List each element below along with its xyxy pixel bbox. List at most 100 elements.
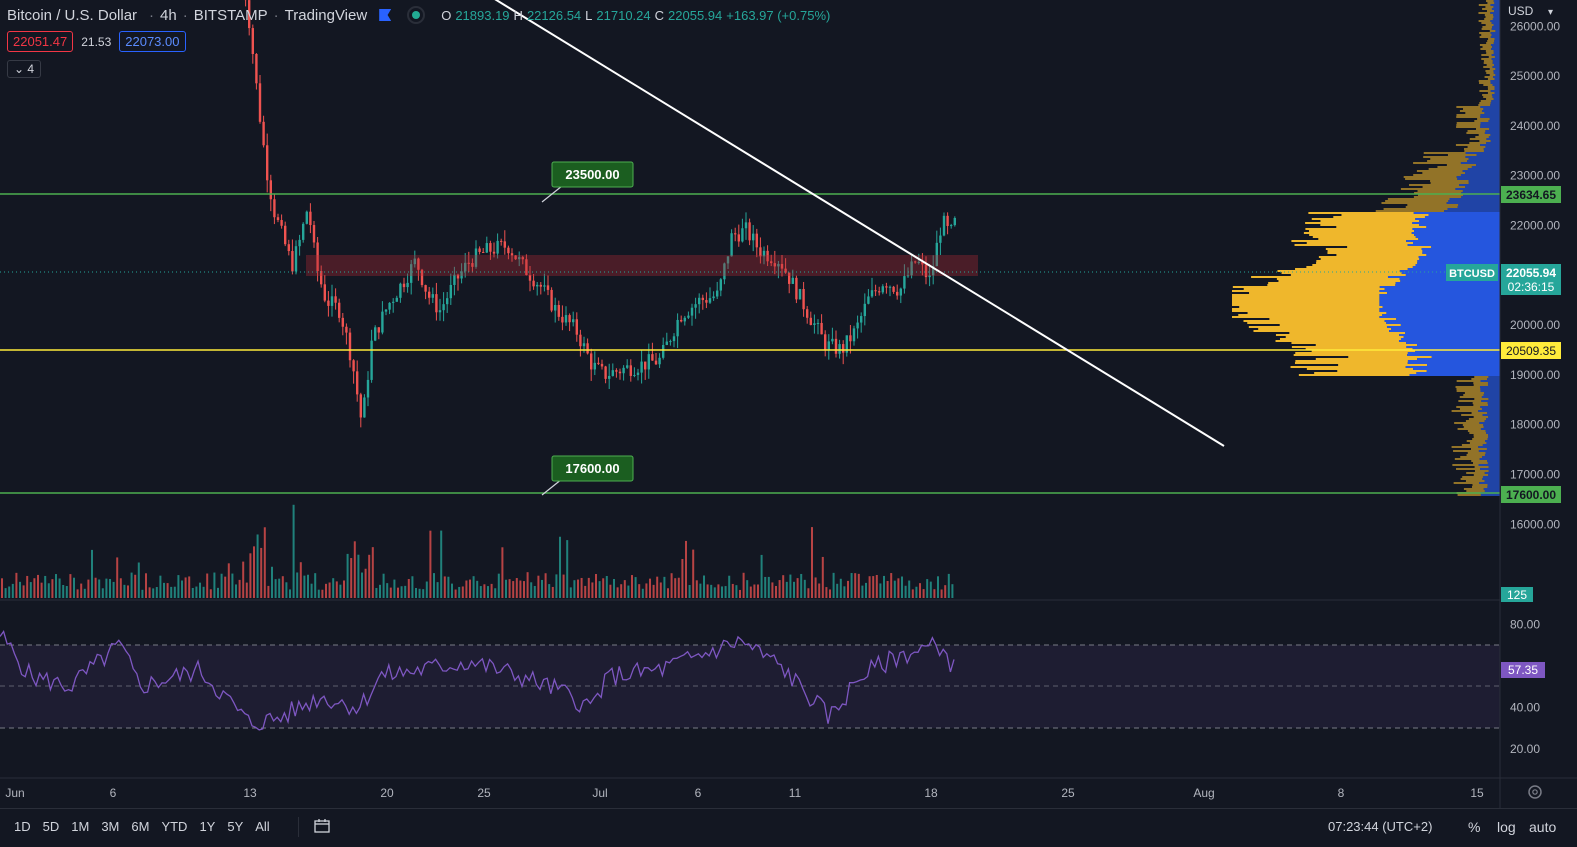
range-1d[interactable]: 1D	[14, 819, 31, 834]
vp-down-bar	[1408, 352, 1500, 354]
vp-up-bar	[1253, 330, 1389, 332]
vp-up-bar	[1291, 240, 1406, 242]
volume-bar	[379, 585, 381, 598]
volume-bar	[566, 540, 568, 598]
vp-down-bar	[1479, 482, 1500, 484]
candle-body	[806, 309, 808, 318]
vp-up-bar	[1405, 178, 1457, 180]
vp-up-bar	[1465, 392, 1484, 394]
range-all[interactable]: All	[255, 819, 269, 834]
candle-body	[741, 228, 743, 241]
vp-up-bar	[1458, 400, 1481, 402]
vp-up-bar	[1280, 338, 1401, 340]
symbol-header[interactable]: Bitcoin / U.S. Dollar · 4h · BITSTAMP · …	[7, 6, 830, 24]
volume-bar	[257, 534, 259, 598]
vp-down-bar	[1486, 142, 1500, 144]
candle-body	[828, 341, 830, 350]
volume-bar	[833, 573, 835, 598]
range-1m[interactable]: 1M	[71, 819, 89, 834]
log-toggle[interactable]: log	[1497, 819, 1516, 835]
range-5d[interactable]: 5D	[43, 819, 60, 834]
vp-up-bar	[1470, 442, 1487, 444]
volume-bar	[12, 584, 14, 598]
clock-timezone[interactable]: 07:23:44 (UTC+2)	[1328, 819, 1432, 834]
volume-bar	[721, 586, 723, 598]
resistance-zone[interactable]	[306, 255, 978, 276]
currency-label[interactable]: USD	[1508, 4, 1534, 18]
market-status-icon[interactable]	[407, 6, 425, 24]
vp-down-bar	[1382, 314, 1500, 316]
range-ytd[interactable]: YTD	[161, 819, 187, 834]
candle-body	[381, 312, 383, 333]
symbol-tag-label: BTCUSD	[1449, 268, 1495, 280]
range-3m[interactable]: 3M	[101, 819, 119, 834]
vp-down-bar	[1492, 34, 1500, 36]
vp-down-bar	[1480, 124, 1500, 126]
vp-down-bar	[1492, 58, 1500, 60]
range-5y[interactable]: 5Y	[227, 819, 243, 834]
volume-bar	[293, 505, 295, 598]
candle-body	[262, 122, 264, 145]
volume-bar	[739, 590, 741, 598]
vp-up-bar	[1277, 278, 1400, 280]
exchange-label: BITSTAMP	[194, 7, 268, 24]
candle-body	[536, 285, 538, 287]
vp-up-bar	[1483, 66, 1492, 68]
vp-up-bar	[1306, 266, 1412, 268]
candle-body	[716, 291, 718, 297]
vp-down-bar	[1481, 400, 1500, 402]
chevron-down-icon[interactable]: ▾	[1548, 7, 1553, 18]
candle-body	[363, 397, 365, 417]
vp-down-bar	[1472, 166, 1500, 168]
volume-bar	[300, 562, 302, 598]
range-1y[interactable]: 1Y	[199, 819, 215, 834]
volume-bar	[239, 580, 241, 598]
vp-down-bar	[1480, 116, 1500, 118]
candle-body	[324, 284, 326, 300]
vp-down-bar	[1493, 62, 1500, 64]
vp-up-bar	[1307, 242, 1413, 244]
volume-bar	[840, 579, 842, 598]
vp-down-bar	[1461, 174, 1500, 176]
volume-bar	[282, 576, 284, 598]
volume-bar	[876, 575, 878, 598]
indicators-toggle-button[interactable]: ⌄ 4	[7, 60, 41, 78]
candle-body	[835, 339, 837, 354]
vp-up-bar	[1460, 396, 1482, 398]
vp-up-bar	[1474, 436, 1488, 438]
volume-bar	[33, 578, 35, 598]
volume-bar	[696, 580, 698, 598]
auto-toggle[interactable]: auto	[1529, 819, 1556, 835]
vp-up-bar	[1309, 230, 1414, 232]
percent-toggle[interactable]: %	[1468, 819, 1480, 835]
volume-bar	[275, 579, 277, 598]
vp-up-bar	[1456, 468, 1480, 470]
time-tick-label: 25	[477, 786, 491, 800]
sell-button[interactable]: 22051.47	[7, 31, 73, 52]
volume-bar	[134, 575, 136, 598]
symbol-name[interactable]: Bitcoin / U.S. Dollar	[7, 7, 137, 24]
vp-up-bar	[1468, 130, 1486, 132]
vp-down-bar	[1481, 428, 1500, 430]
vp-down-bar	[1417, 344, 1500, 346]
volume-bar	[156, 587, 158, 598]
vp-up-bar	[1464, 150, 1484, 152]
vp-up-bar	[1474, 120, 1488, 122]
candle-body	[622, 368, 624, 373]
vp-down-bar	[1406, 366, 1500, 368]
vp-up-bar	[1280, 324, 1401, 326]
flag-icon[interactable]	[379, 9, 391, 21]
vp-up-bar	[1471, 378, 1487, 380]
vp-down-bar	[1491, 140, 1500, 142]
volume-bar	[469, 580, 471, 598]
vp-up-bar	[1276, 340, 1399, 342]
interval-label[interactable]: 4h	[160, 7, 177, 24]
calendar-goto-icon[interactable]	[314, 818, 330, 834]
volume-bar	[336, 581, 338, 598]
candle-body	[619, 372, 621, 374]
range-6m[interactable]: 6M	[131, 819, 149, 834]
buy-button[interactable]: 22073.00	[119, 31, 185, 52]
vp-up-bar	[1483, 84, 1492, 86]
candle-body	[698, 298, 700, 304]
